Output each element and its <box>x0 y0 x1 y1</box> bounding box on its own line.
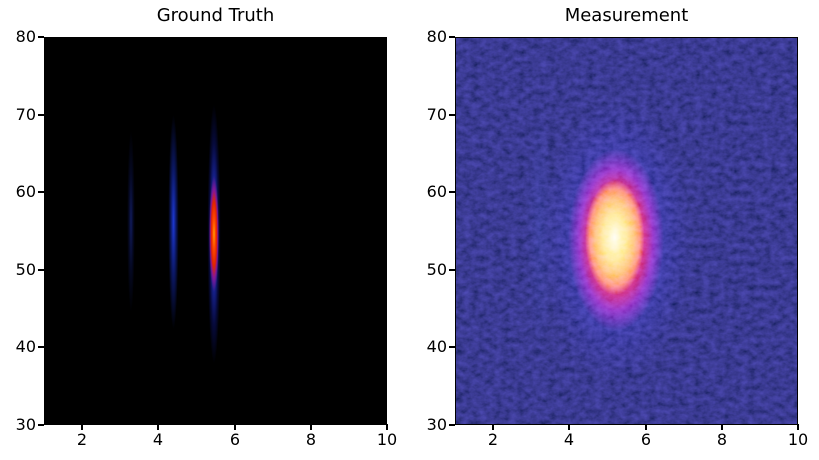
y-tick-mark <box>449 346 455 348</box>
y-tick-mark <box>38 269 44 271</box>
subplot-measurement: Measurement 80 70 60 50 40 30 2 4 <box>427 0 809 460</box>
y-tick-mark <box>449 269 455 271</box>
x-tick-mark <box>568 424 570 430</box>
x-tick-label: 4 <box>152 430 164 449</box>
y-tick-label: 60 <box>15 182 36 201</box>
y-tick-label: 80 <box>15 27 36 46</box>
streak-x3 <box>126 105 136 338</box>
y-tick-mark <box>38 114 44 116</box>
y-tick-label: 40 <box>15 337 36 356</box>
measurement-heatmap <box>455 37 798 425</box>
streak-x5-core <box>209 176 219 292</box>
y-tick-label: 50 <box>15 260 36 279</box>
y-tick-mark <box>38 346 44 348</box>
y-tick-mark <box>449 114 455 116</box>
x-tick-mark <box>645 424 647 430</box>
x-tick-mark <box>81 424 83 430</box>
y-tick-label: 80 <box>426 27 447 46</box>
x-tick-mark <box>234 424 236 430</box>
x-tick-label: 2 <box>487 430 499 449</box>
y-tick-label: 30 <box>15 415 36 434</box>
y-tick-label: 70 <box>15 105 36 124</box>
noise-overlay <box>456 38 797 424</box>
y-tick-mark <box>449 191 455 193</box>
streak-x5-glow <box>206 76 222 392</box>
y-tick-mark <box>38 36 44 38</box>
x-tick-label: 2 <box>76 430 88 449</box>
measurement-title: Measurement <box>564 5 689 26</box>
y-tick-label: 60 <box>426 182 447 201</box>
y-tick-mark <box>449 36 455 38</box>
x-tick-mark <box>386 424 388 430</box>
x-tick-label: 10 <box>787 430 809 449</box>
x-tick-label: 6 <box>229 430 241 449</box>
x-tick-label: 8 <box>305 430 317 449</box>
subplot-ground-truth: Ground Truth 80 70 60 50 40 30 2 4 6 8 1… <box>16 0 398 460</box>
x-tick-label: 6 <box>640 430 652 449</box>
ground-truth-title: Ground Truth <box>156 5 275 26</box>
y-tick-label: 30 <box>426 415 447 434</box>
x-tick-mark <box>492 424 494 430</box>
y-tick-label: 70 <box>426 105 447 124</box>
x-tick-mark <box>310 424 312 430</box>
y-tick-label: 40 <box>426 337 447 356</box>
x-tick-label: 4 <box>563 430 575 449</box>
y-tick-label: 50 <box>426 260 447 279</box>
streak-x4 <box>167 88 180 356</box>
y-tick-mark <box>38 191 44 193</box>
y-tick-mark <box>38 424 44 426</box>
x-tick-mark <box>797 424 799 430</box>
x-tick-label: 10 <box>376 430 398 449</box>
y-tick-mark <box>449 424 455 426</box>
ground-truth-heatmap <box>44 37 387 425</box>
x-tick-label: 8 <box>716 430 728 449</box>
x-tick-mark <box>157 424 159 430</box>
x-tick-mark <box>721 424 723 430</box>
